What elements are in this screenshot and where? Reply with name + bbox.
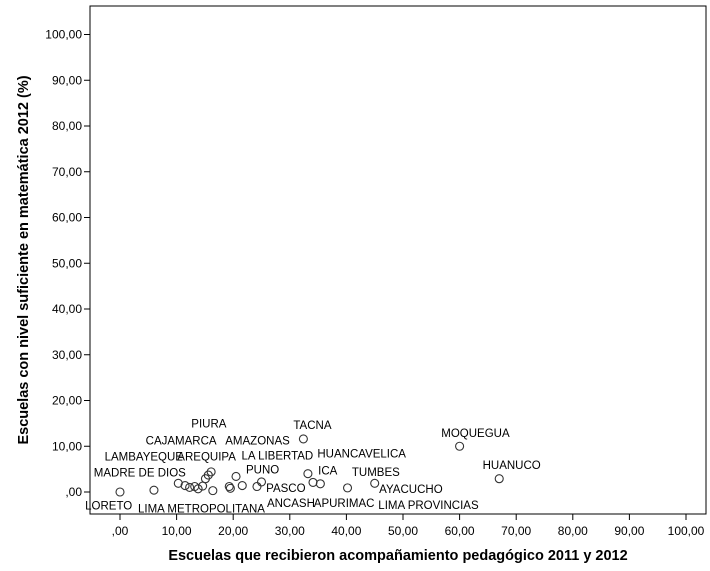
y-tick-label: 100,00	[45, 28, 82, 42]
point-label: ANCASH	[267, 498, 315, 510]
point-label: LIMA PROVINCIAS	[378, 500, 479, 512]
x-tick-label: 30,00	[275, 524, 305, 538]
x-axis-title: Escuelas que recibieron acompañamiento p…	[168, 548, 627, 564]
y-tick-label: 60,00	[52, 211, 82, 225]
data-point	[494, 474, 504, 484]
point-label: LORETO	[85, 500, 132, 512]
data-point	[315, 479, 325, 489]
data-point	[173, 478, 183, 488]
x-tick-label: 20,00	[218, 524, 248, 538]
point-label: AYACUCHO	[379, 484, 443, 496]
x-tick-label: ,00	[112, 524, 129, 538]
data-point	[256, 477, 267, 487]
x-tick-label: 70,00	[501, 524, 531, 538]
point-label: PASCO	[266, 483, 305, 495]
data-point	[224, 481, 234, 492]
x-tick-label: 100,00	[668, 524, 705, 538]
point-label: LAMBAYEQUE	[105, 451, 184, 463]
point-label: APURIMAC	[314, 498, 375, 510]
data-point	[193, 484, 203, 494]
point-label: LA LIBERTAD	[241, 450, 313, 462]
y-tick-label: 30,00	[52, 348, 82, 362]
point-label: HUANCAVELICA	[317, 449, 406, 461]
point-label: AREQUIPA	[177, 451, 236, 463]
data-point	[252, 481, 262, 492]
data-point	[203, 470, 213, 480]
point-label: MOQUEGUA	[441, 428, 510, 440]
data-point	[225, 483, 235, 493]
data-point	[303, 469, 313, 479]
data-point	[342, 483, 353, 493]
data-point	[115, 487, 125, 497]
y-axis: ,00 10,00 20,00 30,00 40,00 50,00 60,00 70,00 80…	[45, 28, 90, 499]
x-tick-label: 50,00	[388, 524, 418, 538]
data-point	[370, 478, 380, 488]
y-tick-label: ,00	[65, 485, 82, 499]
data-point	[180, 481, 190, 491]
x-axis: ,00 10,00 20,00 30,00 40,00 50,00 60,00 70,00 80…	[112, 514, 705, 538]
y-tick-label: 90,00	[52, 73, 82, 87]
y-tick-label: 50,00	[52, 256, 82, 270]
x-tick-label: 60,00	[445, 524, 475, 538]
y-axis-title: Escuelas con nivel suficiente en matemát…	[16, 75, 32, 444]
data-point	[149, 485, 159, 495]
data-point	[208, 486, 218, 496]
data-point	[455, 441, 465, 451]
y-tick-label: 20,00	[52, 394, 82, 408]
point-label: ICA	[318, 465, 338, 477]
point-label: AMAZONAS	[225, 435, 290, 447]
x-tick-label: 80,00	[558, 524, 588, 538]
x-tick-label: 10,00	[162, 524, 192, 538]
point-label: PIURA	[191, 418, 226, 430]
plot-frame	[89, 5, 707, 515]
data-point	[308, 477, 318, 487]
x-tick-label: 40,00	[331, 524, 361, 538]
data-point	[237, 481, 247, 491]
point-label: HUANUCO	[483, 460, 541, 472]
point-label: CAJAMARCA	[146, 435, 217, 447]
y-tick-label: 10,00	[52, 439, 82, 453]
y-tick-label: 80,00	[52, 119, 82, 133]
data-point	[206, 467, 216, 477]
point-label: TUMBES	[352, 467, 400, 479]
y-tick-label: 40,00	[52, 302, 82, 316]
data-point	[231, 471, 241, 481]
point-label: TACNA	[293, 420, 331, 432]
y-tick-label: 70,00	[52, 165, 82, 179]
data-point	[298, 434, 308, 444]
data-point	[185, 482, 195, 492]
x-tick-label: 90,00	[614, 524, 644, 538]
point-label: LIMA METROPOLITANA	[138, 503, 265, 515]
point-label: MADRE DE DIOS	[94, 467, 186, 479]
point-label: PUNO	[246, 465, 279, 477]
data-points	[115, 434, 504, 497]
